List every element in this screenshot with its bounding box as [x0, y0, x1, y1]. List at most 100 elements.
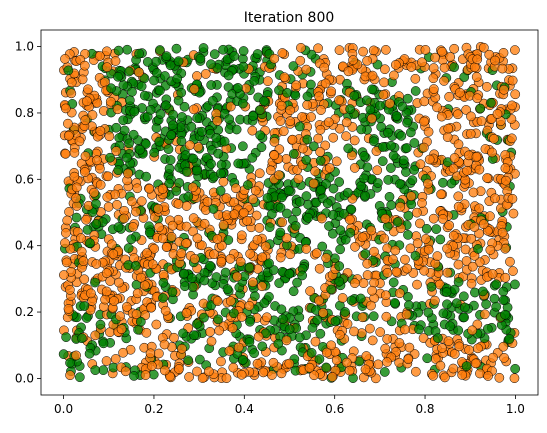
scatter-point — [426, 281, 437, 292]
scatter-point — [205, 260, 215, 271]
scatter-point — [118, 347, 128, 358]
scatter-point — [444, 220, 455, 231]
scatter-point — [165, 155, 176, 165]
scatter-point — [466, 233, 477, 244]
scatter-point — [398, 155, 409, 166]
scatter-point — [291, 80, 302, 91]
scatter-point — [405, 243, 416, 254]
scatter-point — [181, 166, 192, 177]
scatter-point — [113, 45, 124, 56]
scatter-point — [183, 355, 194, 366]
scatter-point — [236, 369, 247, 380]
scatter-point — [436, 189, 446, 200]
scatter-point — [315, 124, 326, 135]
scatter-point — [498, 295, 509, 305]
y-tick-label: 0.2 — [15, 305, 34, 319]
scatter-point — [77, 74, 88, 85]
scatter-point — [262, 76, 273, 87]
scatter-point — [103, 202, 114, 212]
scatter-point — [419, 96, 430, 107]
scatter-point — [361, 95, 372, 106]
scatter-point — [460, 302, 470, 313]
scatter-point — [110, 354, 121, 364]
scatter-point — [238, 61, 249, 72]
scatter-point — [204, 366, 214, 377]
scatter-point — [259, 298, 270, 309]
scatter-point — [101, 268, 112, 278]
scatter-point — [59, 270, 69, 280]
scatter-point — [80, 167, 90, 177]
scatter-point — [120, 366, 131, 377]
scatter-point — [510, 89, 521, 100]
scatter-point — [168, 120, 178, 131]
scatter-point — [105, 96, 116, 107]
scatter-point — [402, 117, 412, 128]
scatter-point — [312, 315, 323, 325]
scatter-point — [377, 156, 388, 166]
scatter-point — [345, 227, 356, 238]
scatter-point — [256, 142, 267, 153]
scatter-point — [437, 214, 448, 224]
scatter-point — [359, 173, 369, 184]
scatter-point — [373, 178, 383, 188]
scatter-point — [418, 333, 429, 343]
scatter-point — [249, 348, 259, 359]
scatter-point — [494, 372, 505, 383]
scatter-point — [262, 193, 273, 203]
scatter-point — [63, 304, 74, 314]
scatter-point — [173, 56, 184, 67]
scatter-point — [149, 243, 160, 254]
scatter-point — [282, 208, 292, 219]
scatter-point — [303, 199, 313, 210]
scatter-point — [206, 159, 216, 169]
scatter-point — [391, 111, 402, 121]
scatter-point — [449, 62, 459, 73]
scatter-point — [195, 53, 206, 64]
scatter-point — [102, 46, 112, 57]
scatter-point — [112, 199, 122, 210]
scatter-point — [380, 64, 390, 75]
scatter-point — [348, 55, 358, 65]
scatter-point — [71, 350, 81, 361]
scatter-point — [228, 362, 239, 373]
scatter-point — [277, 314, 288, 324]
scatter-point — [92, 155, 102, 166]
scatter-point — [158, 293, 168, 303]
scatter-point — [420, 45, 431, 55]
scatter-point — [145, 104, 156, 115]
scatter-point — [161, 242, 172, 252]
scatter-point — [454, 341, 465, 352]
scatter-point — [254, 223, 265, 233]
scatter-point — [403, 354, 414, 365]
scatter-point — [102, 62, 112, 73]
scatter-point — [310, 336, 321, 347]
scatter-point — [192, 71, 202, 81]
scatter-point — [285, 105, 295, 116]
scatter-point — [497, 227, 508, 238]
scatter-point — [362, 162, 373, 173]
scatter-point — [224, 114, 235, 125]
scatter-point — [74, 372, 85, 383]
scatter-point — [475, 368, 485, 379]
scatter-point — [372, 165, 383, 176]
scatter-point — [144, 183, 155, 194]
scatter-point — [301, 155, 312, 165]
scatter-point — [194, 354, 205, 365]
x-tick-label: 0.2 — [144, 402, 163, 416]
scatter-point — [302, 100, 313, 110]
scatter-point — [392, 217, 403, 227]
scatter-point — [192, 319, 202, 329]
scatter-point — [144, 227, 155, 238]
scatter-point — [471, 72, 482, 82]
scatter-point — [151, 319, 162, 330]
scatter-point — [116, 324, 127, 335]
scatter-point — [61, 228, 71, 238]
scatter-point — [432, 102, 442, 113]
scatter-point — [233, 82, 243, 93]
scatter-point — [245, 316, 255, 327]
scatter-point — [443, 336, 454, 347]
scatter-point — [334, 177, 345, 187]
scatter-point — [382, 268, 393, 278]
scatter-point — [244, 300, 255, 311]
scatter-point — [79, 274, 90, 285]
